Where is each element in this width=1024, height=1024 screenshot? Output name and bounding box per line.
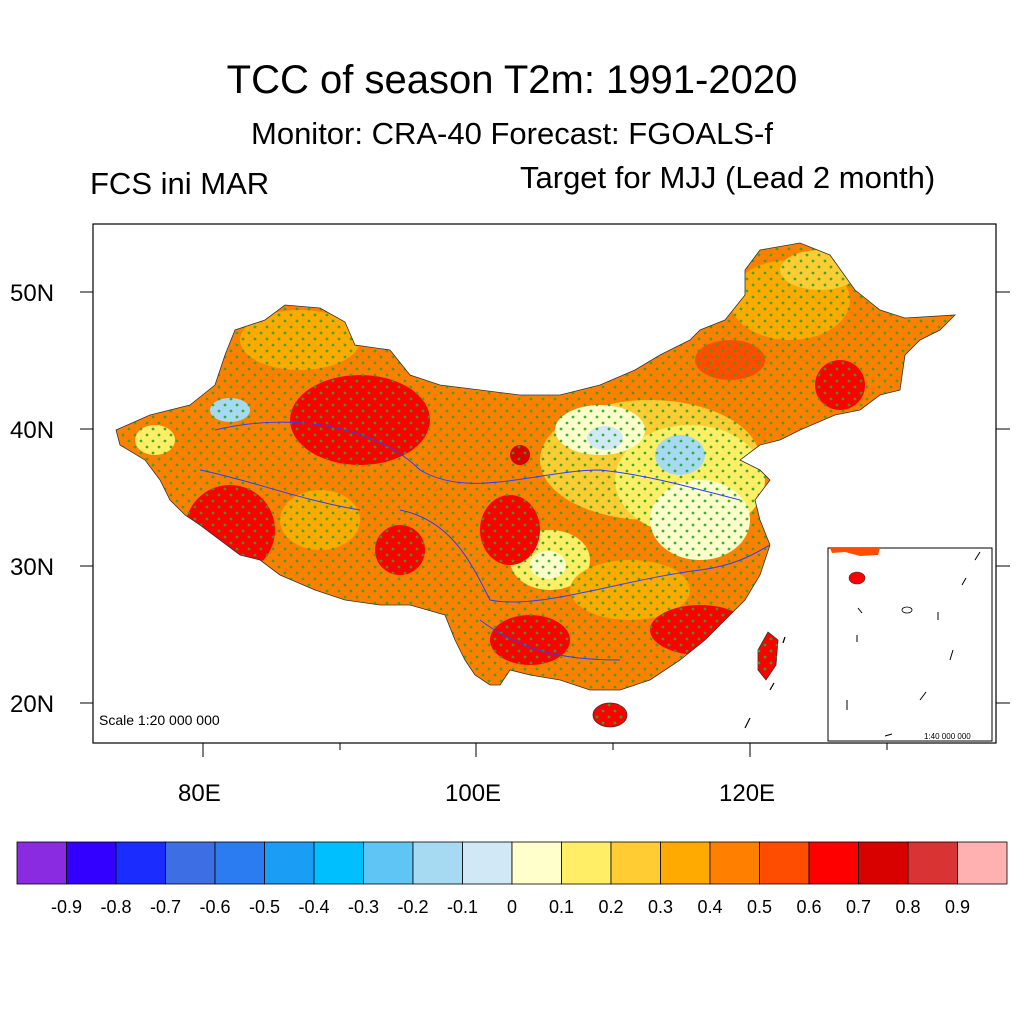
colorbar-swatch (412, 841, 463, 885)
target-label: Target for MJJ (Lead 2 month) (520, 160, 936, 195)
colorbar-swatch (561, 841, 612, 885)
colorbar-label: 0.1 (548, 897, 575, 917)
colorbar-label: 0.4 (697, 897, 723, 917)
colorbar-label: -0.7 (149, 897, 182, 917)
river-yangtze (399, 509, 771, 603)
colorbar-swatch (264, 841, 315, 885)
colorbar-swatch (660, 841, 711, 885)
colorbar-label: -0.5 (248, 897, 281, 917)
colorbar-label: -0.6 (199, 897, 231, 917)
colorbar-label: -0.1 (446, 897, 479, 917)
colorbar (16, 841, 1008, 885)
colorbar-swatch (759, 841, 810, 885)
colorbar-label: 0.2 (598, 897, 624, 917)
colorbar-swatch (808, 841, 859, 885)
colorbar-label: 0 (506, 897, 517, 917)
river-yellow (214, 421, 741, 501)
colorbar-swatch (858, 841, 909, 885)
lat-label-50n: 50N (10, 280, 55, 307)
map-subtitle: Monitor: CRA-40 Forecast: FGOALS-f (251, 116, 773, 151)
lat-label-40n: 40N (10, 417, 55, 444)
colorbar-swatch (363, 841, 414, 885)
colorbar-swatch (610, 841, 661, 885)
colorbar-swatch (115, 841, 166, 885)
colorbar-swatch (957, 841, 1008, 885)
colorbar-label: -0.3 (347, 897, 380, 917)
colorbar-swatch (709, 841, 760, 885)
colorbar-swatch (66, 841, 117, 885)
colorbar-label: -0.9 (50, 897, 83, 917)
scale-label-inset: 1:40 000 000 (924, 732, 971, 741)
colorbar-label: 0.3 (647, 897, 674, 917)
colorbar-label: -0.4 (298, 897, 330, 917)
colorbar-label: 0.7 (845, 897, 872, 917)
river-south (479, 619, 621, 661)
colorbar-label: 0.5 (746, 897, 773, 917)
colorbar-label: 0.8 (895, 897, 921, 917)
lon-label-120e: 120E (719, 780, 776, 807)
scale-label-main: Scale 1:20 000 000 (99, 712, 220, 728)
inset-map: 1:40 000 000 (827, 547, 993, 742)
colorbar-swatch (214, 841, 265, 885)
colorbar-swatch (16, 841, 67, 885)
colorbar-label: 0.6 (796, 897, 822, 917)
colorbar-swatch (907, 841, 958, 885)
colorbar-swatch (511, 841, 562, 885)
lon-label-80e: 80E (178, 780, 221, 807)
colorbar-label: -0.8 (100, 897, 132, 917)
init-label: FCS ini MAR (90, 166, 270, 201)
colorbar-swatch (313, 841, 364, 885)
colorbar-swatch (165, 841, 216, 885)
lat-label-30n: 30N (10, 554, 55, 581)
river-west (199, 469, 361, 511)
lon-label-100e: 100E (445, 780, 502, 807)
colorbar-label: 0.9 (944, 897, 971, 917)
lat-label-20n: 20N (10, 691, 55, 718)
colorbar-label: -0.2 (397, 897, 429, 917)
colorbar-swatch (462, 841, 513, 885)
map-title: TCC of season T2m: 1991-2020 (226, 58, 798, 102)
